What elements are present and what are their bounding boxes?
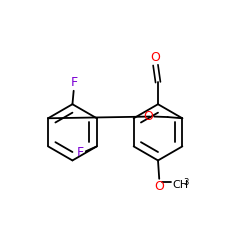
Text: F: F xyxy=(77,146,84,159)
Text: O: O xyxy=(150,51,160,64)
Text: O: O xyxy=(144,110,154,123)
Text: O: O xyxy=(154,180,164,192)
Text: 3: 3 xyxy=(183,178,188,186)
Text: CH: CH xyxy=(173,180,189,190)
Text: F: F xyxy=(70,76,78,89)
